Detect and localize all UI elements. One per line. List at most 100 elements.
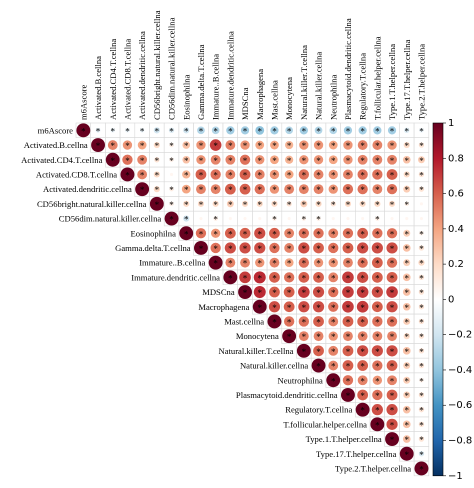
row-label: Activated.CD4.T.cellna <box>21 155 102 165</box>
correlation-circle <box>95 127 101 133</box>
row-label: T.follicular.helper.cellna <box>283 419 367 429</box>
row-label: Type.1.T.helper.cellna <box>306 434 382 444</box>
significance-star: * <box>346 200 351 210</box>
significance-star: * <box>243 156 248 166</box>
correlation-circle <box>254 169 265 180</box>
significance-star: * <box>228 229 233 239</box>
correlation-circle <box>404 127 410 134</box>
significance-star: * <box>419 450 424 460</box>
correlation-circle <box>403 229 411 237</box>
correlation-circle <box>402 435 411 443</box>
significance-star: * <box>375 288 380 298</box>
correlation-circle <box>328 345 339 356</box>
correlation-circle <box>386 389 398 401</box>
significance-star: * <box>331 288 336 298</box>
significance-star: * <box>390 200 395 210</box>
correlation-circle <box>418 421 425 428</box>
correlation-circle <box>387 154 397 165</box>
significance-star: * <box>302 156 307 166</box>
correlation-circle <box>418 362 425 369</box>
significance-star: * <box>405 450 410 460</box>
correlation-circle <box>342 300 354 313</box>
significance-star: * <box>228 126 233 136</box>
correlation-circle <box>403 317 411 325</box>
significance-star: * <box>287 185 292 195</box>
significance-star: * <box>419 318 424 328</box>
correlation-circle <box>122 140 133 150</box>
significance-star: * <box>125 126 130 136</box>
correlation-circle <box>342 242 354 254</box>
correlation-circle <box>419 231 424 236</box>
correlation-circle <box>328 169 338 180</box>
significance-star: * <box>228 244 233 254</box>
correlation-circle <box>258 216 262 221</box>
significance-star: * <box>243 171 248 181</box>
correlation-circle <box>282 329 297 344</box>
significance-star: * <box>155 171 160 181</box>
significance-star: * <box>272 200 277 210</box>
correlation-circle <box>386 316 398 327</box>
significance-star: * <box>331 273 336 283</box>
correlation-circle <box>405 216 409 221</box>
significance-star: * <box>213 171 218 181</box>
significance-star: * <box>375 185 380 195</box>
correlation-circle <box>253 271 266 284</box>
significance-star: * <box>375 244 380 254</box>
correlation-circle <box>107 140 118 150</box>
correlation-circle <box>328 155 338 165</box>
significance-star: * <box>243 288 248 298</box>
correlation-circle <box>418 436 425 442</box>
colorbar-tick-label: 0.2 <box>448 259 464 270</box>
correlation-circle <box>372 169 383 180</box>
correlation-circle <box>270 155 279 165</box>
correlation-circle <box>196 140 206 150</box>
correlation-circle <box>328 228 339 239</box>
significance-star: * <box>302 347 307 357</box>
correlation-circle <box>386 345 398 357</box>
correlation-circle <box>357 169 368 180</box>
significance-star: * <box>390 420 395 430</box>
row-label: Activated.B.cellna <box>24 140 88 150</box>
significance-star: * <box>419 259 424 269</box>
correlation-circle <box>372 140 383 150</box>
significance-star: * <box>169 141 174 151</box>
row-label: Type.17.T.helper.cellna <box>316 449 397 459</box>
significance-star: * <box>125 141 130 151</box>
correlation-circle <box>418 392 425 398</box>
significance-star: * <box>140 126 145 136</box>
correlation-circle <box>403 376 411 384</box>
correlation-circle <box>313 140 324 150</box>
significance-star: * <box>390 391 395 401</box>
significance-star: * <box>331 244 336 254</box>
correlation-circle <box>135 182 150 197</box>
significance-star: * <box>169 185 174 195</box>
significance-star: * <box>243 126 248 136</box>
correlation-circle <box>372 389 383 401</box>
significance-star: * <box>213 141 218 151</box>
significance-star: * <box>346 126 351 136</box>
significance-star: * <box>405 303 410 313</box>
correlation-circle <box>371 271 383 283</box>
significance-star: * <box>155 200 160 210</box>
significance-star: * <box>346 171 351 181</box>
significance-star: * <box>360 376 365 386</box>
correlation-circle <box>284 170 294 179</box>
correlation-circle <box>374 200 381 207</box>
significance-star: * <box>228 156 233 166</box>
significance-star: * <box>390 229 395 239</box>
significance-star: * <box>125 171 130 181</box>
significance-star: * <box>405 200 410 210</box>
significance-star: * <box>199 244 204 254</box>
significance-star: * <box>375 200 380 210</box>
significance-star: * <box>258 244 263 254</box>
correlation-circle <box>296 343 311 358</box>
correlation-circle <box>371 257 383 269</box>
correlation-circle <box>253 286 266 299</box>
correlation-circle <box>355 402 370 417</box>
significance-star: * <box>360 303 365 313</box>
significance-star: * <box>287 126 292 136</box>
correlation-circle <box>402 273 411 282</box>
row-label: CD56dim.natural.killer.cellna <box>59 214 162 224</box>
significance-star: * <box>302 215 307 225</box>
